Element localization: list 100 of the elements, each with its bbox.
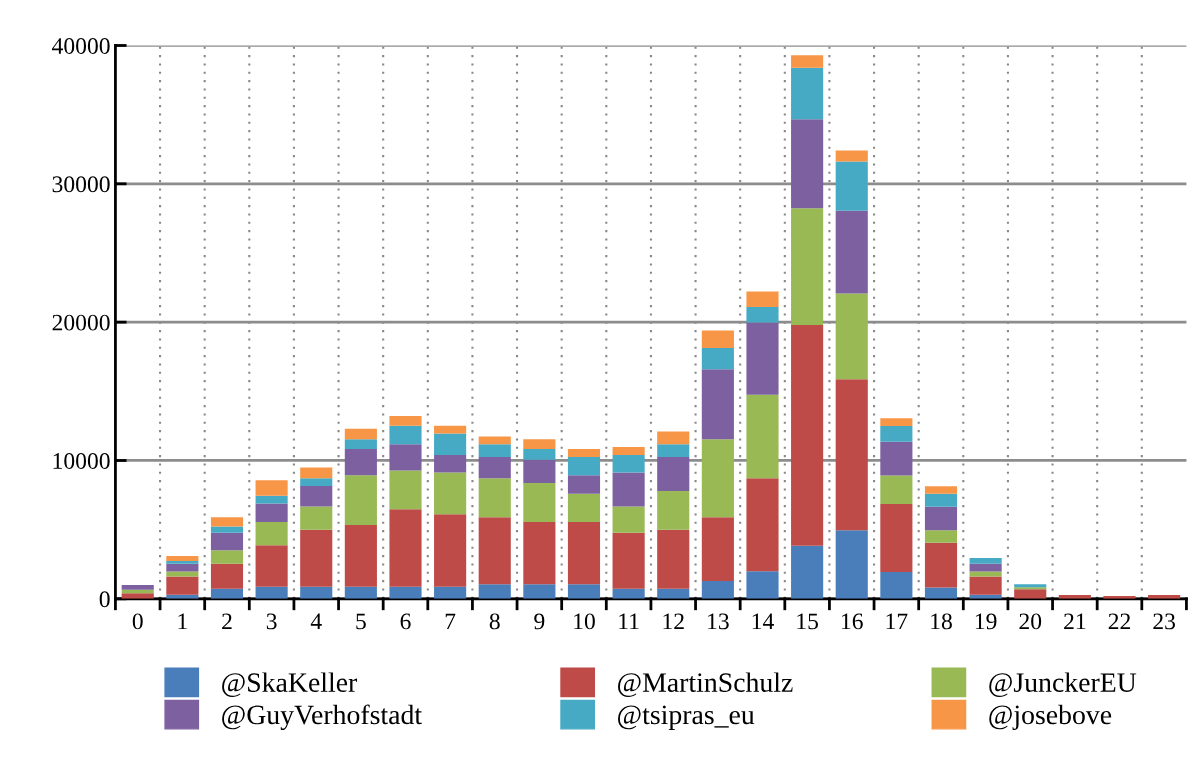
bar — [701, 580, 734, 599]
bar — [612, 454, 645, 473]
bar — [523, 459, 556, 484]
bar — [791, 119, 824, 209]
x-tick-label: 2 — [222, 613, 232, 630]
bar — [657, 529, 690, 589]
bar — [121, 584, 154, 590]
x-tick-label: 10 — [574, 613, 595, 630]
bar — [746, 571, 779, 599]
bar — [657, 456, 690, 491]
bar — [880, 571, 913, 599]
bar — [567, 493, 601, 523]
bar — [746, 322, 779, 395]
bar — [746, 394, 779, 479]
bar — [389, 470, 422, 510]
bar — [523, 584, 556, 599]
bar — [969, 576, 1002, 595]
bar — [478, 444, 511, 457]
bar — [523, 439, 556, 449]
bar — [434, 433, 467, 455]
x-tick-label: 1 — [178, 613, 187, 630]
legend-label: @josebove — [989, 704, 1112, 730]
bar — [389, 444, 422, 471]
x-tick-label: 3 — [266, 613, 277, 630]
bar — [255, 522, 288, 546]
bar — [612, 447, 645, 455]
x-tick-label: 13 — [708, 613, 729, 630]
bar — [344, 475, 377, 525]
bar — [701, 439, 734, 518]
bar — [344, 586, 377, 599]
bar — [746, 478, 779, 572]
x-tick-label: 6 — [400, 613, 411, 630]
bar — [969, 563, 1002, 572]
bar — [344, 524, 377, 587]
bar — [612, 532, 645, 589]
bar — [523, 522, 556, 585]
bar — [701, 517, 734, 581]
bar — [924, 542, 958, 588]
legend-label: @SkaKeller — [222, 672, 358, 697]
bar — [434, 586, 467, 599]
bar — [835, 379, 868, 531]
bar — [255, 586, 288, 599]
bar — [389, 509, 422, 587]
bar — [478, 456, 511, 479]
bar — [210, 563, 244, 589]
bar — [300, 506, 333, 530]
bar — [880, 475, 913, 504]
bar — [344, 428, 377, 440]
bar — [434, 454, 467, 473]
bar — [791, 324, 824, 546]
y-tick-label: 10000 — [53, 452, 110, 469]
x-tick-label: 14 — [752, 613, 774, 630]
bar — [924, 486, 958, 494]
bar — [389, 425, 422, 445]
bar — [701, 330, 734, 348]
y-tick-label: 30000 — [52, 176, 110, 193]
bar — [701, 347, 734, 370]
bar — [389, 415, 422, 426]
legend-label: @JunckerEU — [989, 672, 1137, 697]
bar — [389, 586, 422, 599]
bar — [657, 444, 690, 457]
bar — [835, 150, 868, 162]
bar — [657, 588, 690, 599]
bar — [523, 483, 556, 523]
bar — [478, 478, 511, 518]
legend-label: @tsipras_eu — [618, 705, 755, 730]
bar — [255, 480, 288, 496]
x-tick-label: 9 — [534, 613, 545, 630]
bar — [166, 560, 199, 564]
bar — [300, 467, 333, 479]
bar — [300, 586, 333, 599]
bar — [344, 449, 377, 476]
bar — [835, 530, 868, 599]
bar — [567, 522, 601, 585]
bar — [924, 587, 958, 599]
y-tick-label: 40000 — [52, 37, 110, 54]
bar — [166, 576, 199, 595]
bar — [657, 490, 690, 530]
bar — [701, 369, 734, 440]
bar — [344, 439, 377, 449]
bar — [612, 506, 645, 533]
bar — [612, 472, 645, 507]
bar — [969, 558, 1002, 564]
bar — [567, 456, 601, 476]
bar — [746, 291, 779, 308]
bar — [210, 532, 244, 551]
bar — [1014, 589, 1047, 599]
bar — [300, 478, 333, 487]
bar — [880, 418, 913, 427]
x-tick-label: 8 — [489, 613, 500, 630]
bar — [791, 55, 824, 68]
bar — [567, 449, 601, 457]
x-tick-label: 11 — [619, 613, 639, 630]
bar — [791, 545, 824, 599]
x-tick-label: 4 — [310, 613, 322, 630]
bar — [434, 472, 467, 515]
x-tick-label: 18 — [931, 613, 952, 630]
x-tick-label: 21 — [1064, 613, 1086, 630]
bar — [746, 307, 779, 323]
x-tick-label: 0 — [132, 613, 143, 630]
